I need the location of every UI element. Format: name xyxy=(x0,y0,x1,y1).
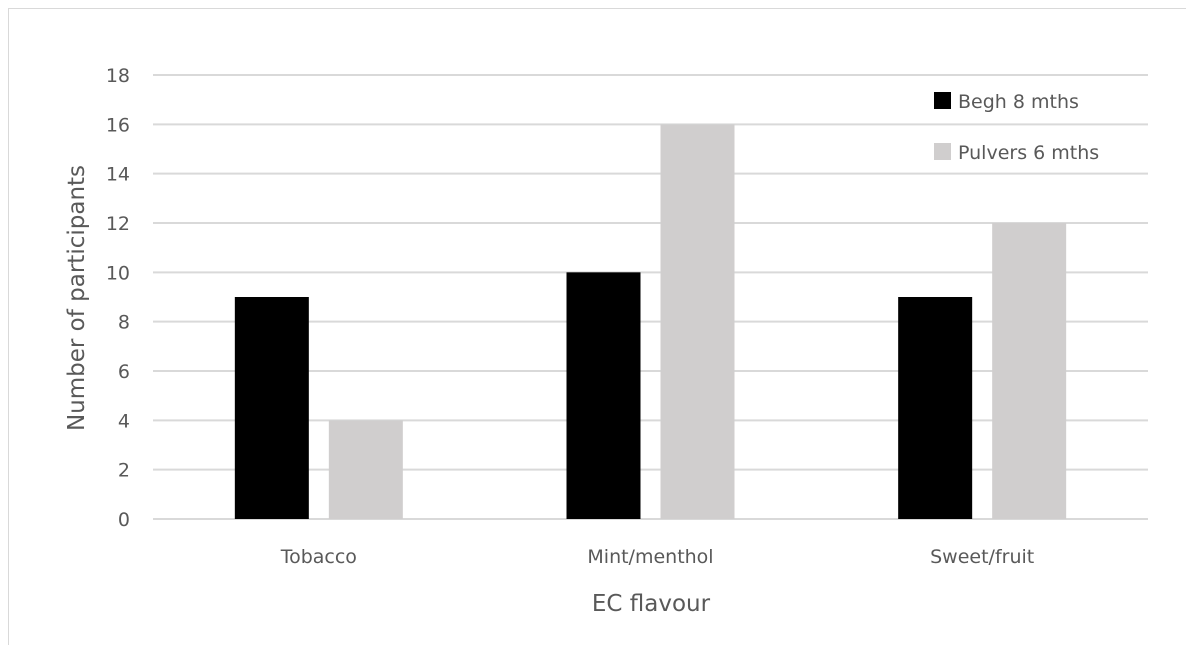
x-category-label: Mint/menthol xyxy=(587,546,713,568)
y-tick-label: 16 xyxy=(106,114,130,136)
legend-label: Begh 8 mths xyxy=(958,91,1079,113)
y-tick-label: 14 xyxy=(106,164,130,186)
y-tick-labels: 0 2 4 6 8 10 12 14 16 18 xyxy=(106,65,130,531)
y-tick-label: 12 xyxy=(106,213,130,235)
bars xyxy=(234,124,1067,519)
gridlines xyxy=(153,74,1148,520)
bar-mint-menthol-series-1 xyxy=(566,272,641,519)
y-tick-label: 4 xyxy=(118,410,130,432)
bar-sweet-fruit-series-2 xyxy=(992,223,1067,519)
bar-tobacco-series-2 xyxy=(328,420,403,519)
y-tick-label: 8 xyxy=(118,312,130,334)
chart-frame xyxy=(8,8,1186,645)
x-category-labels: Tobacco Mint/menthol Sweet/fruit xyxy=(280,546,1035,568)
legend-swatch xyxy=(934,143,951,160)
y-tick-label: 18 xyxy=(106,65,130,87)
x-axis-title: EC flavour xyxy=(592,591,711,617)
bar-tobacco-series-1 xyxy=(234,297,309,519)
y-tick-label: 2 xyxy=(118,460,130,482)
legend-label: Pulvers 6 mths xyxy=(958,142,1099,164)
y-tick-label: 10 xyxy=(106,262,130,284)
x-category-label: Sweet/fruit xyxy=(930,546,1034,568)
x-category-label: Tobacco xyxy=(280,546,357,568)
bar-sweet-fruit-series-1 xyxy=(898,297,973,519)
legend-swatch xyxy=(934,92,951,109)
y-tick-label: 0 xyxy=(118,509,130,531)
legend: Begh 8 mths Pulvers 6 mths xyxy=(934,91,1099,164)
y-axis-title: Number of participants xyxy=(64,165,90,431)
y-tick-label: 6 xyxy=(118,361,130,383)
bar-mint-menthol-series-2 xyxy=(660,124,735,519)
